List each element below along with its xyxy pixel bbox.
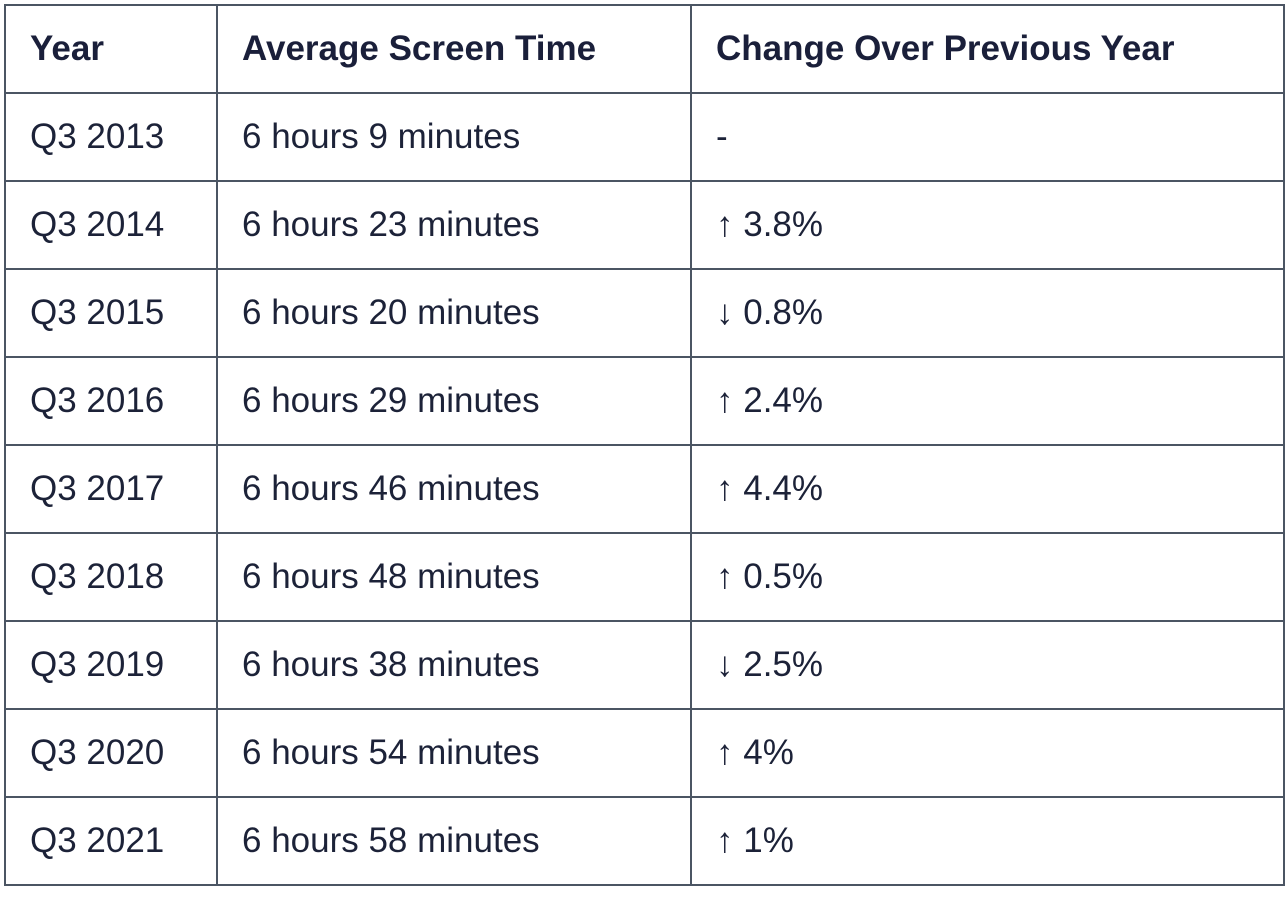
screen-time-cell: 6 hours 48 minutes	[216, 532, 692, 622]
year-cell: Q3 2014	[4, 180, 218, 270]
screen-time-cell: 6 hours 46 minutes	[216, 444, 692, 534]
table-row: Q3 2017 6 hours 46 minutes ↑ 4.4%	[4, 444, 1285, 534]
table-row: Q3 2014 6 hours 23 minutes ↑ 3.8%	[4, 180, 1285, 270]
table-row: Q3 2020 6 hours 54 minutes ↑ 4%	[4, 708, 1285, 798]
change-cell: ↓ 0.8%	[690, 268, 1285, 358]
table-row: Q3 2019 6 hours 38 minutes ↓ 2.5%	[4, 620, 1285, 710]
table-row: Q3 2016 6 hours 29 minutes ↑ 2.4%	[4, 356, 1285, 446]
change-cell: ↓ 2.5%	[690, 620, 1285, 710]
screen-time-cell: 6 hours 54 minutes	[216, 708, 692, 798]
table-row: Q3 2013 6 hours 9 minutes -	[4, 92, 1285, 182]
change-cell: ↑ 4%	[690, 708, 1285, 798]
change-cell: ↑ 4.4%	[690, 444, 1285, 534]
change-cell: ↑ 2.4%	[690, 356, 1285, 446]
screen-time-table: Year Average Screen Time Change Over Pre…	[4, 4, 1285, 886]
change-cell: ↑ 3.8%	[690, 180, 1285, 270]
change-cell: ↑ 1%	[690, 796, 1285, 886]
screen-time-cell: 6 hours 9 minutes	[216, 92, 692, 182]
screen-time-cell: 6 hours 58 minutes	[216, 796, 692, 886]
year-cell: Q3 2020	[4, 708, 218, 798]
year-cell: Q3 2015	[4, 268, 218, 358]
change-cell: -	[690, 92, 1285, 182]
table-body: Q3 2013 6 hours 9 minutes - Q3 2014 6 ho…	[4, 92, 1285, 886]
year-cell: Q3 2021	[4, 796, 218, 886]
table-row: Q3 2015 6 hours 20 minutes ↓ 0.8%	[4, 268, 1285, 358]
screen-time-table-container: Year Average Screen Time Change Over Pre…	[4, 4, 1285, 886]
header-average-screen-time: Average Screen Time	[216, 4, 692, 94]
table-row: Q3 2018 6 hours 48 minutes ↑ 0.5%	[4, 532, 1285, 622]
screen-time-cell: 6 hours 29 minutes	[216, 356, 692, 446]
header-change-over-previous-year: Change Over Previous Year	[690, 4, 1285, 94]
screen-time-cell: 6 hours 23 minutes	[216, 180, 692, 270]
year-cell: Q3 2013	[4, 92, 218, 182]
table-header: Year Average Screen Time Change Over Pre…	[4, 4, 1285, 94]
table-row: Q3 2021 6 hours 58 minutes ↑ 1%	[4, 796, 1285, 886]
year-cell: Q3 2017	[4, 444, 218, 534]
header-row: Year Average Screen Time Change Over Pre…	[4, 4, 1285, 94]
header-year: Year	[4, 4, 218, 94]
year-cell: Q3 2016	[4, 356, 218, 446]
year-cell: Q3 2018	[4, 532, 218, 622]
year-cell: Q3 2019	[4, 620, 218, 710]
screen-time-cell: 6 hours 20 minutes	[216, 268, 692, 358]
screen-time-cell: 6 hours 38 minutes	[216, 620, 692, 710]
change-cell: ↑ 0.5%	[690, 532, 1285, 622]
